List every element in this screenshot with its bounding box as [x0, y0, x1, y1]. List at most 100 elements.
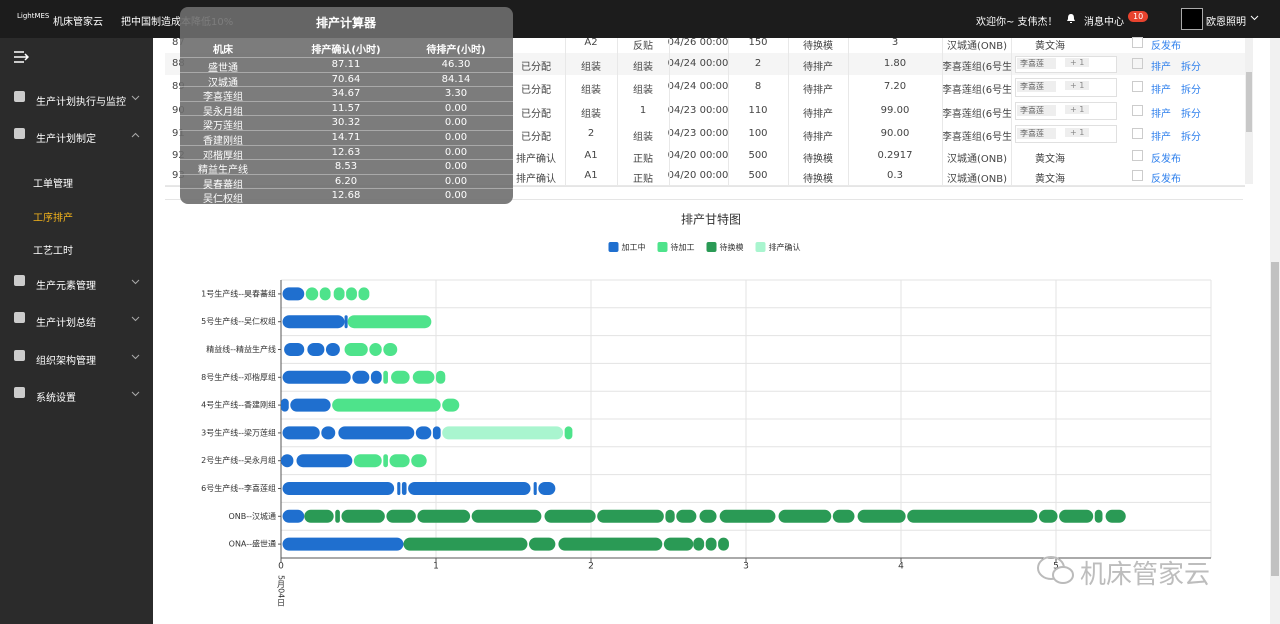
gantt-bar	[369, 343, 382, 356]
calc-cell: 0.00	[444, 102, 468, 114]
gantt-bar	[538, 482, 556, 495]
table-scrollbar[interactable]	[1245, 38, 1253, 184]
row-index: 90	[172, 104, 185, 116]
menu-chevron[interactable]	[131, 279, 140, 285]
gantt-bar	[353, 454, 382, 468]
assignee-tag: 李喜莲	[1017, 127, 1056, 139]
gantt-bar	[442, 426, 564, 440]
column-divider	[565, 75, 566, 99]
company[interactable]: 欧恩照明	[1206, 17, 1246, 28]
more-tag: + 1	[1065, 127, 1090, 137]
x-tick-label: 4	[898, 562, 904, 572]
calc-cell: 昊春蕃组	[203, 179, 243, 191]
row-action[interactable]: 反发布	[1151, 41, 1181, 52]
legend-swatch[interactable]	[657, 242, 668, 252]
menu-chevron[interactable]	[131, 391, 140, 397]
gantt-bar	[415, 426, 432, 440]
gantt-bar	[693, 537, 705, 551]
row-checkbox[interactable]	[1132, 149, 1143, 161]
column-divider	[728, 145, 729, 166]
gantt-bar	[544, 509, 596, 523]
table-cell: 04/20 00:00	[667, 169, 729, 181]
gantt-bar	[352, 370, 370, 384]
menu-item[interactable]: 生产计划制定	[36, 134, 96, 145]
menu-chevron[interactable]	[131, 132, 140, 138]
gantt-bar	[282, 482, 395, 495]
legend-swatch[interactable]	[608, 242, 619, 252]
gantt-bar	[391, 370, 410, 384]
legend-swatch[interactable]	[706, 242, 717, 252]
row-action[interactable]: 排产	[1151, 108, 1171, 120]
menu-icon	[14, 312, 25, 323]
row-checkbox[interactable]	[1132, 37, 1143, 48]
row-action[interactable]: 拆分	[1181, 85, 1201, 96]
menu-toggle[interactable]	[13, 50, 29, 64]
calc-cell: 0.00	[444, 190, 468, 202]
table-cell: 待排产	[803, 62, 833, 73]
avatar[interactable]	[1181, 8, 1203, 30]
row-checkbox[interactable]	[1132, 104, 1143, 116]
menu-item[interactable]: 生产计划执行与监控	[36, 97, 126, 108]
row-action[interactable]: 拆分	[1181, 62, 1201, 73]
logo: LightMES	[17, 12, 50, 20]
menu-chevron[interactable]	[131, 95, 140, 101]
menu-item[interactable]: 系统设置	[36, 393, 76, 404]
page-scrollbar[interactable]	[1270, 38, 1280, 624]
row-action[interactable]: 反发布	[1151, 173, 1181, 185]
row-action[interactable]: 排产	[1151, 131, 1171, 143]
gantt-bar	[338, 426, 415, 440]
watermark: 机床管家云	[1036, 552, 1246, 592]
row-checkbox[interactable]	[1132, 169, 1143, 181]
row-action[interactable]: 拆分	[1181, 131, 1201, 143]
gantt-bar	[1038, 509, 1058, 523]
gantt-bar	[778, 509, 832, 523]
gantt-bar	[417, 509, 471, 523]
menu-item[interactable]: 生产元素管理	[36, 281, 96, 292]
table-cell: 汉城通(ONB)	[946, 41, 1008, 52]
menu-chevron[interactable]	[131, 354, 140, 360]
gantt-bar	[296, 454, 353, 468]
gantt-bar	[383, 370, 388, 384]
gantt-bar	[358, 287, 370, 301]
menu-chevron[interactable]	[131, 316, 140, 322]
table-cell: 正贴	[633, 173, 653, 185]
gantt-bar	[705, 537, 717, 551]
column-divider	[788, 75, 789, 99]
gantt-bar	[564, 426, 573, 440]
y-tick-label: 8号生产线--邓楷厚组	[201, 372, 276, 382]
legend-swatch[interactable]	[755, 242, 766, 252]
row-action[interactable]: 反发布	[1151, 153, 1181, 165]
bell-icon[interactable]	[1066, 13, 1076, 24]
dropdown-icon[interactable]	[1250, 15, 1259, 21]
column-divider	[942, 38, 943, 58]
calc-row-line	[180, 188, 513, 190]
row-checkbox[interactable]	[1132, 81, 1143, 92]
menu-item[interactable]: 生产计划总结	[36, 318, 96, 329]
submenu-item[interactable]: 工单管理	[33, 179, 73, 190]
menu-item[interactable]: 组织架构管理	[36, 356, 96, 367]
calc-row-line	[180, 71, 513, 73]
table-cell: 150	[748, 37, 768, 48]
calc-cell: 香建刚组	[203, 136, 243, 147]
calc-cell: 12.63	[331, 146, 361, 158]
table-cell: 100	[748, 127, 768, 139]
y-tick-label: 2号生产线--吴永月组	[201, 455, 276, 465]
column-divider	[669, 166, 670, 185]
row-checkbox[interactable]	[1132, 58, 1143, 69]
column-divider	[728, 99, 729, 122]
messages-link[interactable]: 消息中心	[1084, 17, 1124, 28]
submenu-item[interactable]: 工序排产	[33, 213, 73, 224]
calc-row-line	[180, 130, 513, 131]
row-action[interactable]: 排产	[1151, 62, 1171, 73]
row-checkbox[interactable]	[1132, 127, 1143, 139]
row-action[interactable]: 拆分	[1181, 108, 1201, 120]
menu-icon	[14, 350, 25, 361]
column-divider	[669, 53, 670, 75]
calc-row-line	[180, 173, 513, 175]
x-tick-label: 5	[1053, 562, 1059, 572]
gantt-bar	[412, 370, 435, 384]
gantt-bar	[533, 482, 537, 495]
row-action[interactable]: 排产	[1151, 85, 1171, 96]
table-cell: 正贴	[633, 153, 653, 165]
submenu-item[interactable]: 工艺工时	[33, 246, 73, 257]
